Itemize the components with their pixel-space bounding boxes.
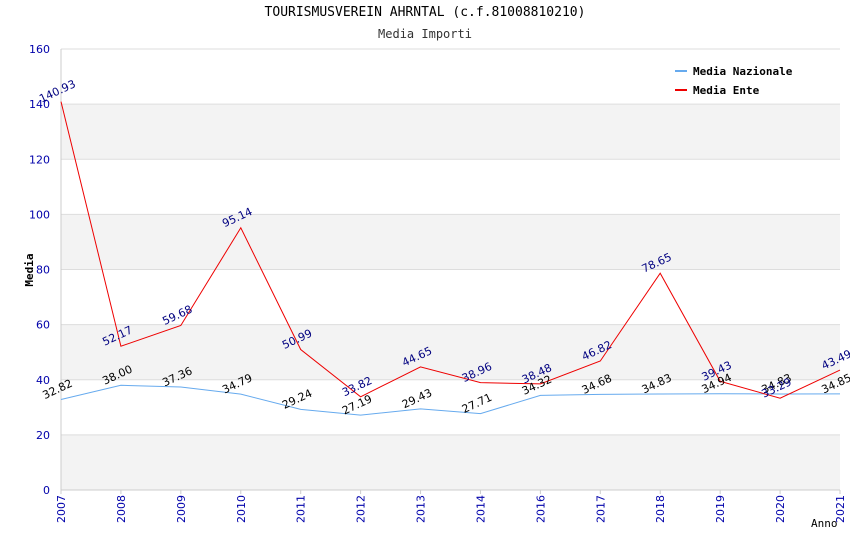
legend-item-ente: Media Ente <box>675 83 759 97</box>
data-label: 27.71 <box>460 391 494 416</box>
legend-label-ente: Media Ente <box>693 83 760 97</box>
y-tick-label: 100 <box>29 208 50 221</box>
legend: Media Nazionale Media Ente <box>669 60 809 100</box>
grid-band <box>61 214 840 270</box>
y-tick-label: 40 <box>36 374 50 387</box>
x-axis-label: Anno <box>811 517 838 530</box>
chart-subtitle: Media Importi <box>378 27 472 41</box>
chart-title: TOURISMUSVEREIN AHRNTAL (c.f.81008810210… <box>264 5 586 20</box>
y-tick-label: 80 <box>36 264 50 277</box>
legend-label-national: Media Nazionale <box>693 64 793 78</box>
x-tick-label: 2009 <box>175 495 188 523</box>
legend-swatch-national <box>675 70 687 72</box>
series-line-national <box>60 384 841 416</box>
x-tick-label: 2007 <box>55 495 68 523</box>
x-tick-labels: 2007 2008 2009 2010 2011 2012 2013 2014 2016 2017… <box>55 495 847 523</box>
y-tick-label: 160 <box>29 43 50 56</box>
axes <box>60 49 841 494</box>
x-tick-label: 2011 <box>295 495 308 523</box>
y-tick-label: 20 <box>36 429 50 442</box>
x-tick-label: 2018 <box>654 495 667 523</box>
x-tick-label: 2012 <box>355 495 368 523</box>
grid-lines <box>61 48 840 491</box>
x-tick-label: 2017 <box>594 495 607 523</box>
x-tick-label: 2016 <box>534 495 547 523</box>
grid-band <box>61 324 840 380</box>
x-tick-label: 2008 <box>115 495 128 523</box>
x-tick-label: 2021 <box>834 495 847 523</box>
data-label: 29.43 <box>400 386 434 411</box>
x-tick-label: 2014 <box>474 495 487 523</box>
y-tick-labels: 0 20 40 60 80 100 120 140 160 <box>29 43 50 497</box>
x-tick-label: 2020 <box>774 495 787 523</box>
x-tick-label: 2013 <box>415 495 428 523</box>
y-tick-label: 60 <box>36 319 50 332</box>
legend-item-national: Media Nazionale <box>675 64 792 78</box>
legend-swatch-ente <box>675 89 687 91</box>
series-lines <box>60 101 841 416</box>
data-label: 140.93 <box>37 77 77 105</box>
y-tick-label: 140 <box>29 98 50 111</box>
grid-band <box>61 104 840 160</box>
y-tick-label: 120 <box>29 153 50 166</box>
x-tick-label: 2010 <box>235 495 248 523</box>
series-line-ente <box>60 101 841 399</box>
y-axis-label: Media <box>23 253 36 286</box>
grid-bands <box>61 104 840 490</box>
data-label: 59.68 <box>160 303 194 328</box>
x-tick-label: 2019 <box>714 495 727 523</box>
grid-band <box>61 434 840 490</box>
y-tick-label: 0 <box>43 484 50 497</box>
